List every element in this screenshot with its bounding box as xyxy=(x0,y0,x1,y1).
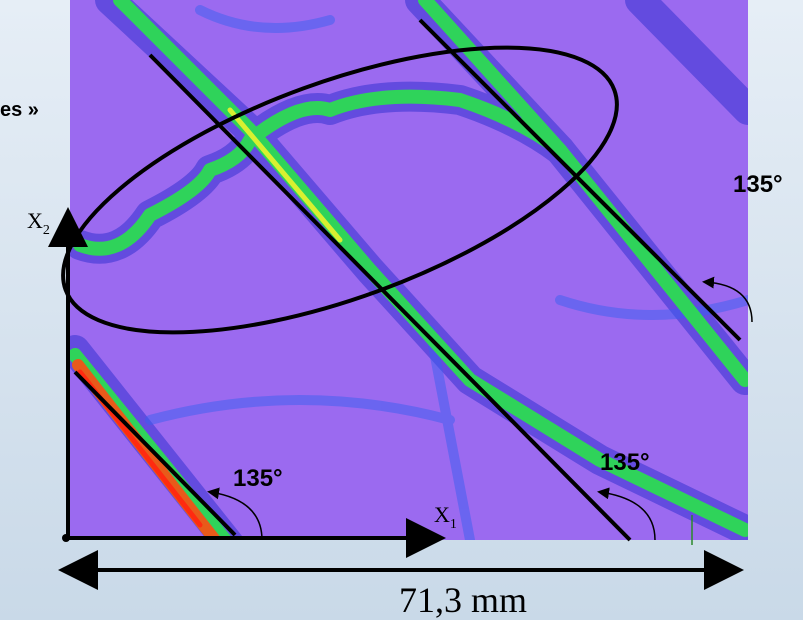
angle-label: 135° xyxy=(233,465,283,492)
angle-label: 135° xyxy=(733,171,783,198)
axis-subscript: 1 xyxy=(450,517,457,532)
figure: es » X2 X1 135° 135° 135° 71,3 mm xyxy=(0,0,803,620)
side-label: es » xyxy=(0,99,39,121)
origin xyxy=(62,534,70,542)
axis-letter: X xyxy=(27,208,43,233)
axis-letter: X xyxy=(434,502,450,527)
axis-subscript: 2 xyxy=(43,223,50,238)
angle-label: 135° xyxy=(600,449,650,476)
dimension-label: 71,3 mm xyxy=(399,580,527,620)
